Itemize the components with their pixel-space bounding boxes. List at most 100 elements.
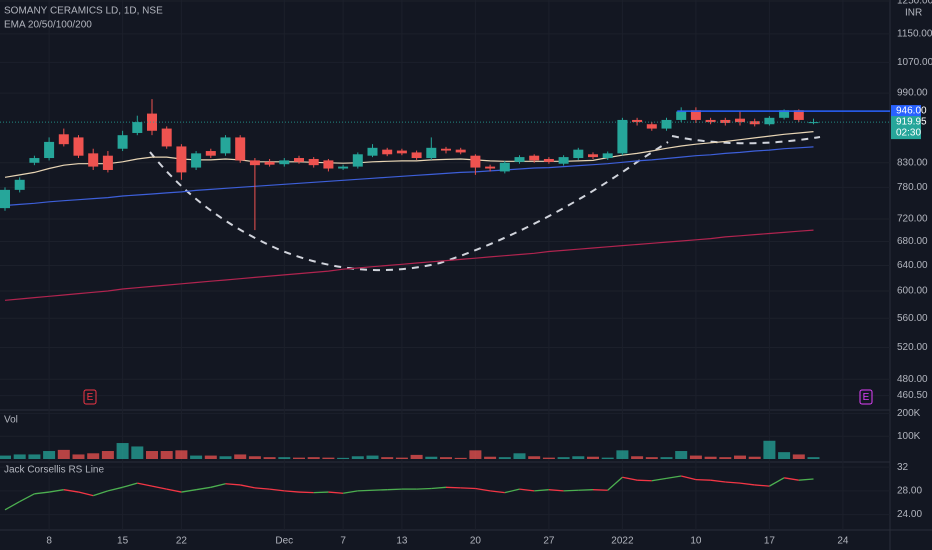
candle-body <box>14 179 25 190</box>
rs-segment <box>225 483 241 486</box>
volume-bar <box>234 454 247 459</box>
candle-body <box>793 110 804 120</box>
candle-body <box>367 147 378 156</box>
candle-body <box>294 158 304 162</box>
x-tick-label: 7 <box>340 536 346 547</box>
y-tick-label: 24.00 <box>897 509 922 520</box>
y-tick-label: 600.00 <box>897 286 928 297</box>
volume-bar <box>219 456 232 459</box>
rs-title: Jack Corsellis RS Line <box>4 465 104 476</box>
volume-bar <box>263 457 276 459</box>
candle-body <box>705 119 716 123</box>
rs-segment <box>416 487 432 490</box>
y-tick-label: 1150.00 <box>897 29 932 40</box>
candle-body <box>249 160 260 166</box>
y-tick-label: 720.00 <box>897 214 928 225</box>
rs-segment <box>607 476 623 491</box>
y-tick-label: 100K <box>897 431 921 442</box>
rs-segment <box>34 491 50 495</box>
rs-segment <box>651 477 667 482</box>
volume-bar <box>337 457 350 459</box>
rs-segment <box>739 482 755 486</box>
rs-segment <box>342 490 358 494</box>
candle-body <box>102 155 113 170</box>
rs-segment <box>725 481 741 484</box>
rs-segment <box>284 490 300 493</box>
volume-bar <box>101 451 114 459</box>
ema-line <box>4 146 814 207</box>
candle-body <box>602 153 613 159</box>
rs-segment <box>519 488 535 492</box>
volume-bar <box>293 457 305 459</box>
volume-bar <box>616 450 629 459</box>
x-tick-label: 24 <box>837 536 849 547</box>
candle-body <box>499 162 510 172</box>
volume-bar <box>204 455 217 459</box>
volume-bar <box>351 456 364 459</box>
event-marker[interactable] <box>83 389 97 405</box>
volume-bar <box>587 456 599 459</box>
volume-bar <box>734 455 746 459</box>
rs-segment <box>298 491 314 494</box>
volume-bar <box>454 457 467 459</box>
rs-segment <box>798 478 814 481</box>
volume-bar <box>528 456 541 459</box>
rs-segment <box>695 478 711 481</box>
currency-label: INR <box>905 8 922 19</box>
x-tick-label: 13 <box>396 536 408 547</box>
rs-segment <box>195 486 211 491</box>
rs-segment <box>210 483 226 488</box>
y-tick-label: 680.00 <box>897 236 928 247</box>
rs-segment <box>578 489 594 491</box>
x-tick-label: 15 <box>117 536 129 547</box>
rs-segment <box>475 487 491 492</box>
candle-body <box>573 149 584 159</box>
handle-drawing <box>671 135 821 145</box>
event-label[interactable]: E <box>863 392 870 403</box>
rs-segment <box>19 493 35 503</box>
countdown-label: 02:30 <box>896 128 921 139</box>
candle-body <box>323 160 334 169</box>
volume-bar <box>87 453 100 459</box>
rs-segment <box>166 488 182 493</box>
rs-segment <box>48 489 64 493</box>
x-tick-label: 20 <box>470 536 482 547</box>
candle-body <box>191 153 202 168</box>
volume-bar <box>43 451 56 459</box>
candle-body <box>779 110 790 118</box>
y-tick-label: 780.00 <box>897 182 928 193</box>
volume-bar <box>792 454 805 459</box>
candle-body <box>470 155 481 168</box>
volume-bar <box>57 449 70 459</box>
rs-segment <box>445 486 461 489</box>
candle-body <box>308 158 319 166</box>
volume-bar <box>0 455 11 459</box>
volume-bar <box>248 456 261 459</box>
volume-bar <box>440 457 452 459</box>
volume-bar <box>307 457 320 459</box>
rs-segment <box>372 489 388 491</box>
volume-bar <box>72 454 85 459</box>
ema-line <box>4 131 814 178</box>
rs-segment <box>769 477 785 487</box>
rs-segment <box>504 488 520 494</box>
candle-body <box>749 121 760 125</box>
rs-segment <box>313 491 329 494</box>
candle-body <box>617 119 628 154</box>
volume-bar <box>425 456 438 459</box>
last-price-box <box>891 116 921 140</box>
candle-body <box>44 141 55 159</box>
rs-segment <box>107 486 123 492</box>
volume-bar <box>763 440 776 459</box>
rs-segment <box>563 489 579 492</box>
event-label[interactable]: E <box>87 392 94 403</box>
candle-body <box>264 161 275 165</box>
event-marker[interactable] <box>859 389 873 405</box>
last-price-label: 919.95 <box>896 117 927 128</box>
rs-segment <box>240 484 256 489</box>
volume-bar <box>322 457 335 459</box>
candle-body <box>29 158 40 163</box>
candle-body <box>176 146 187 173</box>
candle-body <box>690 110 701 120</box>
y-tick-label: 460.50 <box>897 390 928 401</box>
